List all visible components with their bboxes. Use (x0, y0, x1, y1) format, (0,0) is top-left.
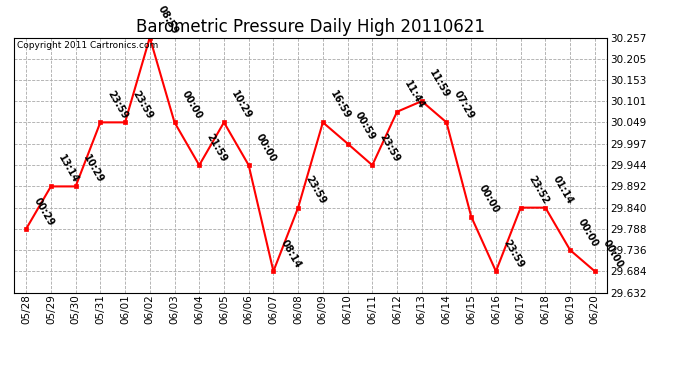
Text: 23:59: 23:59 (130, 89, 155, 121)
Text: 00:59: 00:59 (353, 110, 377, 142)
Text: 00:29: 00:29 (32, 196, 56, 228)
Text: 10:29: 10:29 (230, 89, 254, 121)
Text: 23:59: 23:59 (304, 174, 328, 206)
Text: 00:00: 00:00 (600, 238, 624, 270)
Text: 23:59: 23:59 (502, 238, 526, 270)
Text: 08:14: 08:14 (279, 238, 303, 270)
Text: 07:29: 07:29 (452, 89, 476, 121)
Text: 00:00: 00:00 (180, 89, 204, 121)
Text: 11:44: 11:44 (402, 78, 426, 110)
Text: 23:52: 23:52 (526, 174, 551, 206)
Text: 00:00: 00:00 (477, 183, 501, 215)
Text: 01:14: 01:14 (551, 174, 575, 206)
Text: 21:59: 21:59 (205, 132, 229, 164)
Text: 08:59: 08:59 (155, 4, 179, 36)
Text: 00:00: 00:00 (575, 217, 600, 249)
Text: Copyright 2011 Cartronics.com: Copyright 2011 Cartronics.com (17, 41, 158, 50)
Text: 23:59: 23:59 (106, 89, 130, 121)
Text: 16:59: 16:59 (328, 89, 353, 121)
Text: 13:14: 13:14 (57, 153, 81, 185)
Title: Barometric Pressure Daily High 20110621: Barometric Pressure Daily High 20110621 (136, 18, 485, 36)
Text: 23:59: 23:59 (378, 132, 402, 164)
Text: 10:29: 10:29 (81, 153, 106, 185)
Text: 00:00: 00:00 (254, 132, 278, 164)
Text: 11:59: 11:59 (427, 68, 451, 100)
